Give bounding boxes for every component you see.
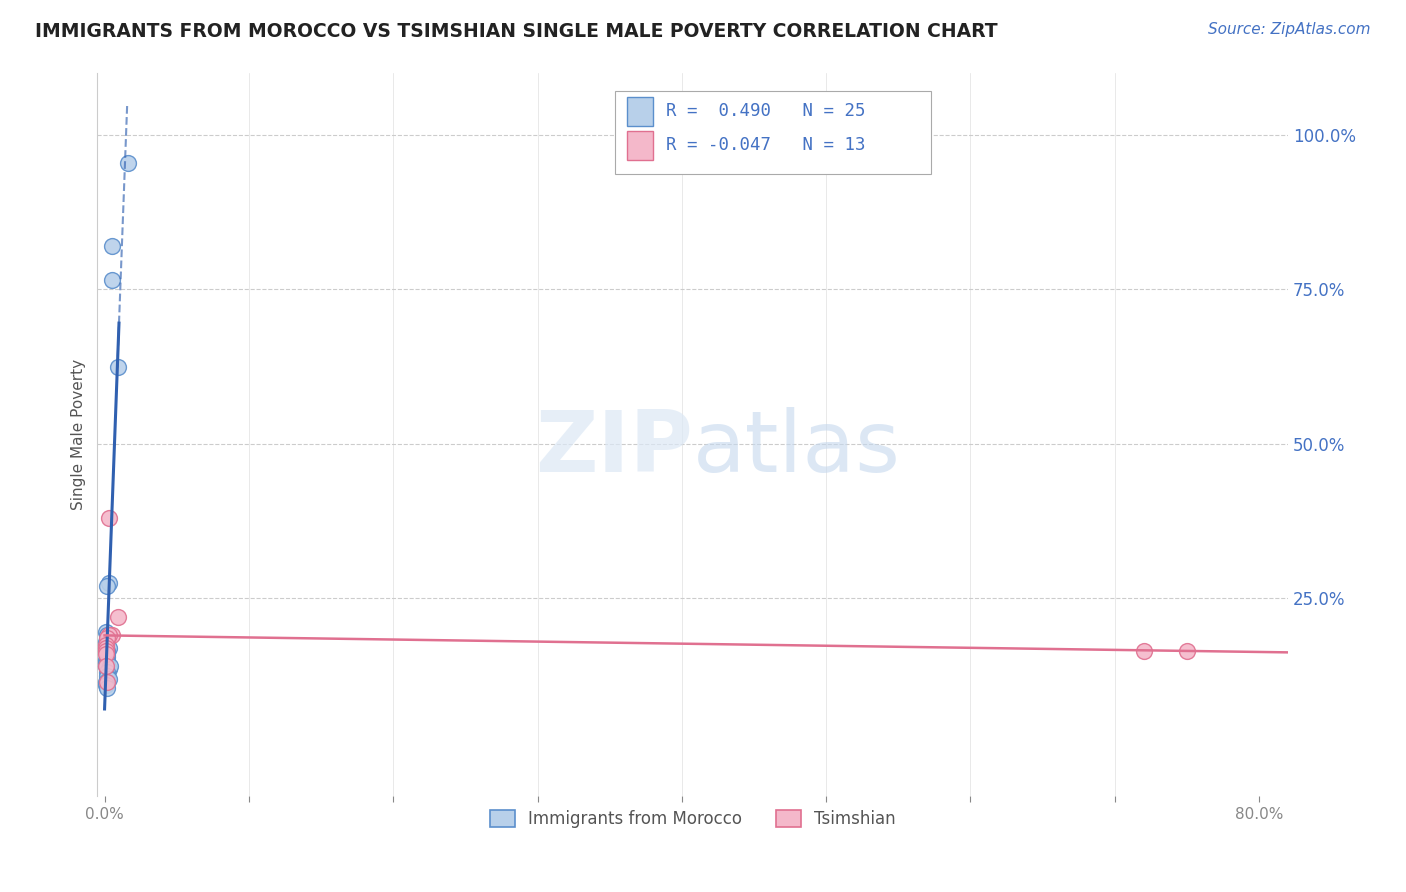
Y-axis label: Single Male Poverty: Single Male Poverty: [72, 359, 86, 510]
Point: [107, 359, 129, 374]
Point: [96, 644, 118, 658]
Point: [96, 654, 118, 668]
Text: IMMIGRANTS FROM MOROCCO VS TSIMSHIAN SINGLE MALE POVERTY CORRELATION CHART: IMMIGRANTS FROM MOROCCO VS TSIMSHIAN SIN…: [35, 22, 998, 41]
Point: [96, 579, 118, 593]
Point: [97, 628, 120, 642]
Point: [117, 155, 139, 169]
Point: [96, 647, 118, 661]
Point: [94, 647, 117, 661]
Point: [94, 644, 117, 658]
Point: [94, 657, 117, 671]
Point: [94, 674, 117, 689]
Point: [96, 674, 118, 689]
Point: [101, 628, 124, 642]
Point: [97, 575, 120, 590]
Point: [94, 659, 117, 673]
Point: [96, 650, 118, 665]
Point: [107, 610, 129, 624]
Point: [98, 659, 121, 673]
Point: [97, 511, 120, 525]
Point: [97, 662, 120, 676]
Point: [96, 668, 118, 682]
Legend: Immigrants from Morocco, Tsimshian: Immigrants from Morocco, Tsimshian: [484, 804, 903, 835]
Point: [101, 239, 124, 253]
Point: [1175, 644, 1198, 658]
Point: [94, 634, 117, 648]
Point: [96, 628, 118, 642]
Point: [94, 625, 117, 640]
Text: R =  0.490   N = 25: R = 0.490 N = 25: [666, 103, 866, 120]
Point: [96, 632, 118, 646]
Point: [96, 681, 118, 695]
FancyBboxPatch shape: [627, 131, 654, 160]
Point: [94, 659, 117, 673]
FancyBboxPatch shape: [616, 91, 931, 174]
Text: atlas: atlas: [693, 408, 901, 491]
Point: [94, 638, 117, 652]
Point: [94, 678, 117, 692]
Point: [96, 665, 118, 680]
Point: [97, 672, 120, 686]
Point: [1132, 644, 1154, 658]
Point: [94, 640, 117, 655]
Point: [94, 653, 117, 667]
Point: [97, 640, 120, 655]
Text: ZIP: ZIP: [534, 408, 693, 491]
Text: Source: ZipAtlas.com: Source: ZipAtlas.com: [1208, 22, 1371, 37]
Text: R = -0.047   N = 13: R = -0.047 N = 13: [666, 136, 866, 154]
Point: [101, 273, 124, 287]
FancyBboxPatch shape: [627, 97, 654, 126]
